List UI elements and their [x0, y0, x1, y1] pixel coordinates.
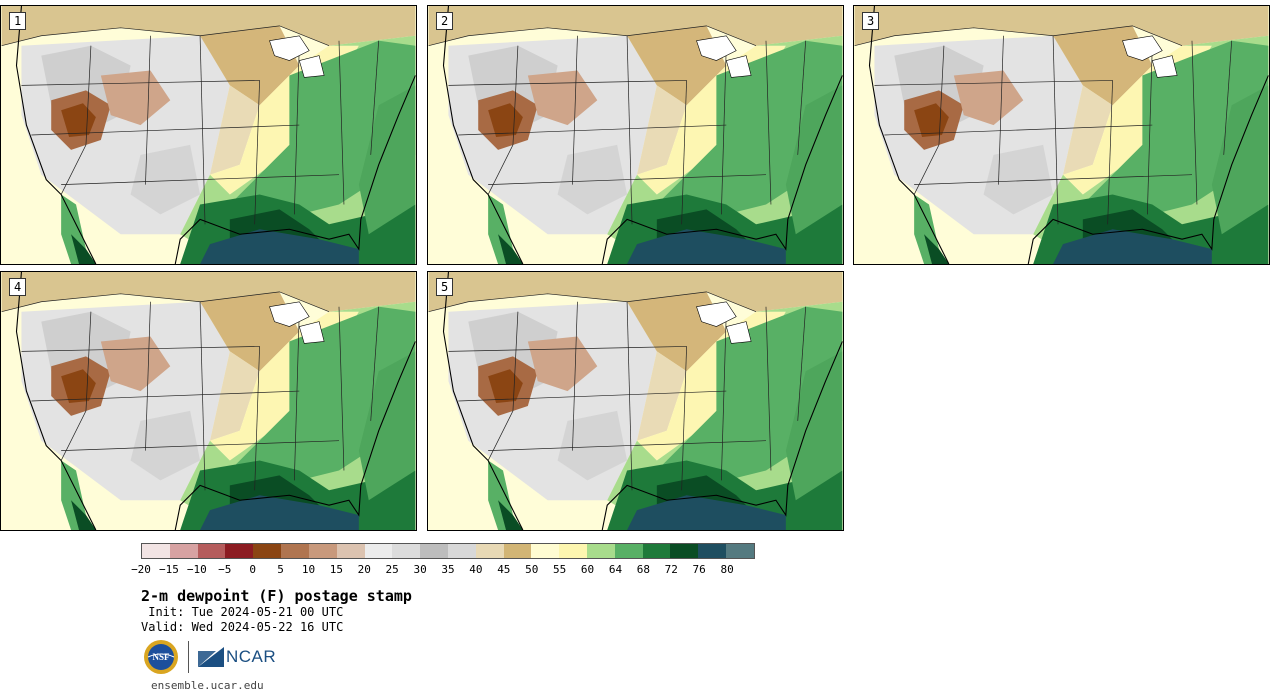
colorbar-swatch — [475, 544, 504, 558]
colorbar-swatch — [726, 544, 754, 558]
colorbar-swatch — [336, 544, 365, 558]
colorbar-swatch — [503, 544, 532, 558]
colorbar-tick-labels: −20 −15 −10 −5 0 5 10 15 20 25 30 35 40 45 50 55 60 64 68 7… — [131, 563, 755, 577]
colorbar-swatch — [308, 544, 337, 558]
colorbar-swatch — [142, 544, 170, 558]
colorbar-tick-label: 10 — [301, 563, 316, 576]
nsf-logo-text: NSF — [152, 652, 170, 662]
colorbar-tick-label: −15 — [158, 563, 179, 576]
colorbar-swatch — [364, 544, 393, 558]
colorbar-tick-label: 80 — [720, 563, 734, 576]
colorbar-tick-label: 0 — [249, 563, 256, 576]
colorbar-tick-label: 40 — [469, 563, 483, 576]
member-1-label: 1 — [9, 12, 27, 30]
colorbar-swatch — [420, 544, 448, 558]
ncar-logo-text: NCAR — [226, 647, 277, 666]
colorbar-swatch — [642, 544, 671, 558]
colorbar-tick-label: 15 — [329, 563, 343, 576]
colorbar-tick-label: 30 — [413, 563, 427, 576]
init-time: Init: Tue 2024-05-21 00 UTC — [141, 605, 344, 619]
member-2-label: 2 — [436, 12, 454, 30]
member-5-map: 5 — [427, 271, 844, 531]
colorbar-tick-label: 25 — [385, 563, 399, 576]
colorbar-swatch — [447, 544, 476, 558]
ncar-mark-icon — [198, 647, 224, 667]
colorbar-tick-label: −20 — [131, 563, 151, 576]
colorbar-swatch — [281, 544, 309, 558]
dewpoint-field — [1, 6, 416, 264]
dewpoint-field — [428, 6, 843, 264]
colorbar-swatch — [197, 544, 226, 558]
colorbar-tick-label: 35 — [441, 563, 455, 576]
dewpoint-colorbar — [141, 543, 755, 559]
colorbar-swatch — [698, 544, 727, 558]
colorbar-swatch — [614, 544, 643, 558]
colorbar-tick-label: 72 — [664, 563, 678, 576]
member-4-map: 4 — [0, 271, 417, 531]
colorbar-swatch — [670, 544, 699, 558]
website-url: ensemble.ucar.edu — [151, 679, 264, 692]
colorbar-tick-label: −10 — [186, 563, 207, 576]
logos: NSF NCAR — [143, 638, 276, 676]
colorbar-swatch — [253, 544, 282, 558]
dewpoint-field — [854, 6, 1269, 264]
colorbar-swatch — [559, 544, 587, 558]
ncar-logo: NCAR — [198, 647, 276, 667]
colorbar-tick-label: −5 — [218, 563, 232, 576]
colorbar-tick-label: 76 — [692, 563, 706, 576]
colorbar-tick-label: 5 — [277, 563, 284, 576]
member-4-label: 4 — [9, 278, 27, 296]
colorbar-swatch — [225, 544, 254, 558]
dewpoint-field — [1, 272, 416, 530]
colorbar-swatch — [587, 544, 615, 558]
nsf-logo-icon: NSF — [144, 640, 178, 674]
colorbar-tick-label: 55 — [553, 563, 567, 576]
colorbar-tick-label: 45 — [497, 563, 511, 576]
dewpoint-field — [428, 272, 843, 530]
colorbar-tick-label: 68 — [636, 563, 650, 576]
colorbar-tick-label: 20 — [357, 563, 371, 576]
member-2-map: 2 — [427, 5, 844, 265]
colorbar-tick-label: 50 — [525, 563, 539, 576]
valid-time: Valid: Wed 2024-05-22 16 UTC — [141, 620, 344, 634]
member-3-label: 3 — [862, 12, 880, 30]
logo-divider — [188, 641, 189, 673]
colorbar-swatch — [392, 544, 421, 558]
colorbar-tick-label: 60 — [580, 563, 595, 576]
member-3-map: 3 — [853, 5, 1270, 265]
colorbar-swatch — [169, 544, 198, 558]
member-5-label: 5 — [436, 278, 454, 296]
colorbar-tick-label: 64 — [608, 563, 623, 576]
product-title: 2-m dewpoint (F) postage stamp — [141, 587, 412, 605]
colorbar-swatch — [531, 544, 560, 558]
member-1-map: 1 — [0, 5, 417, 265]
